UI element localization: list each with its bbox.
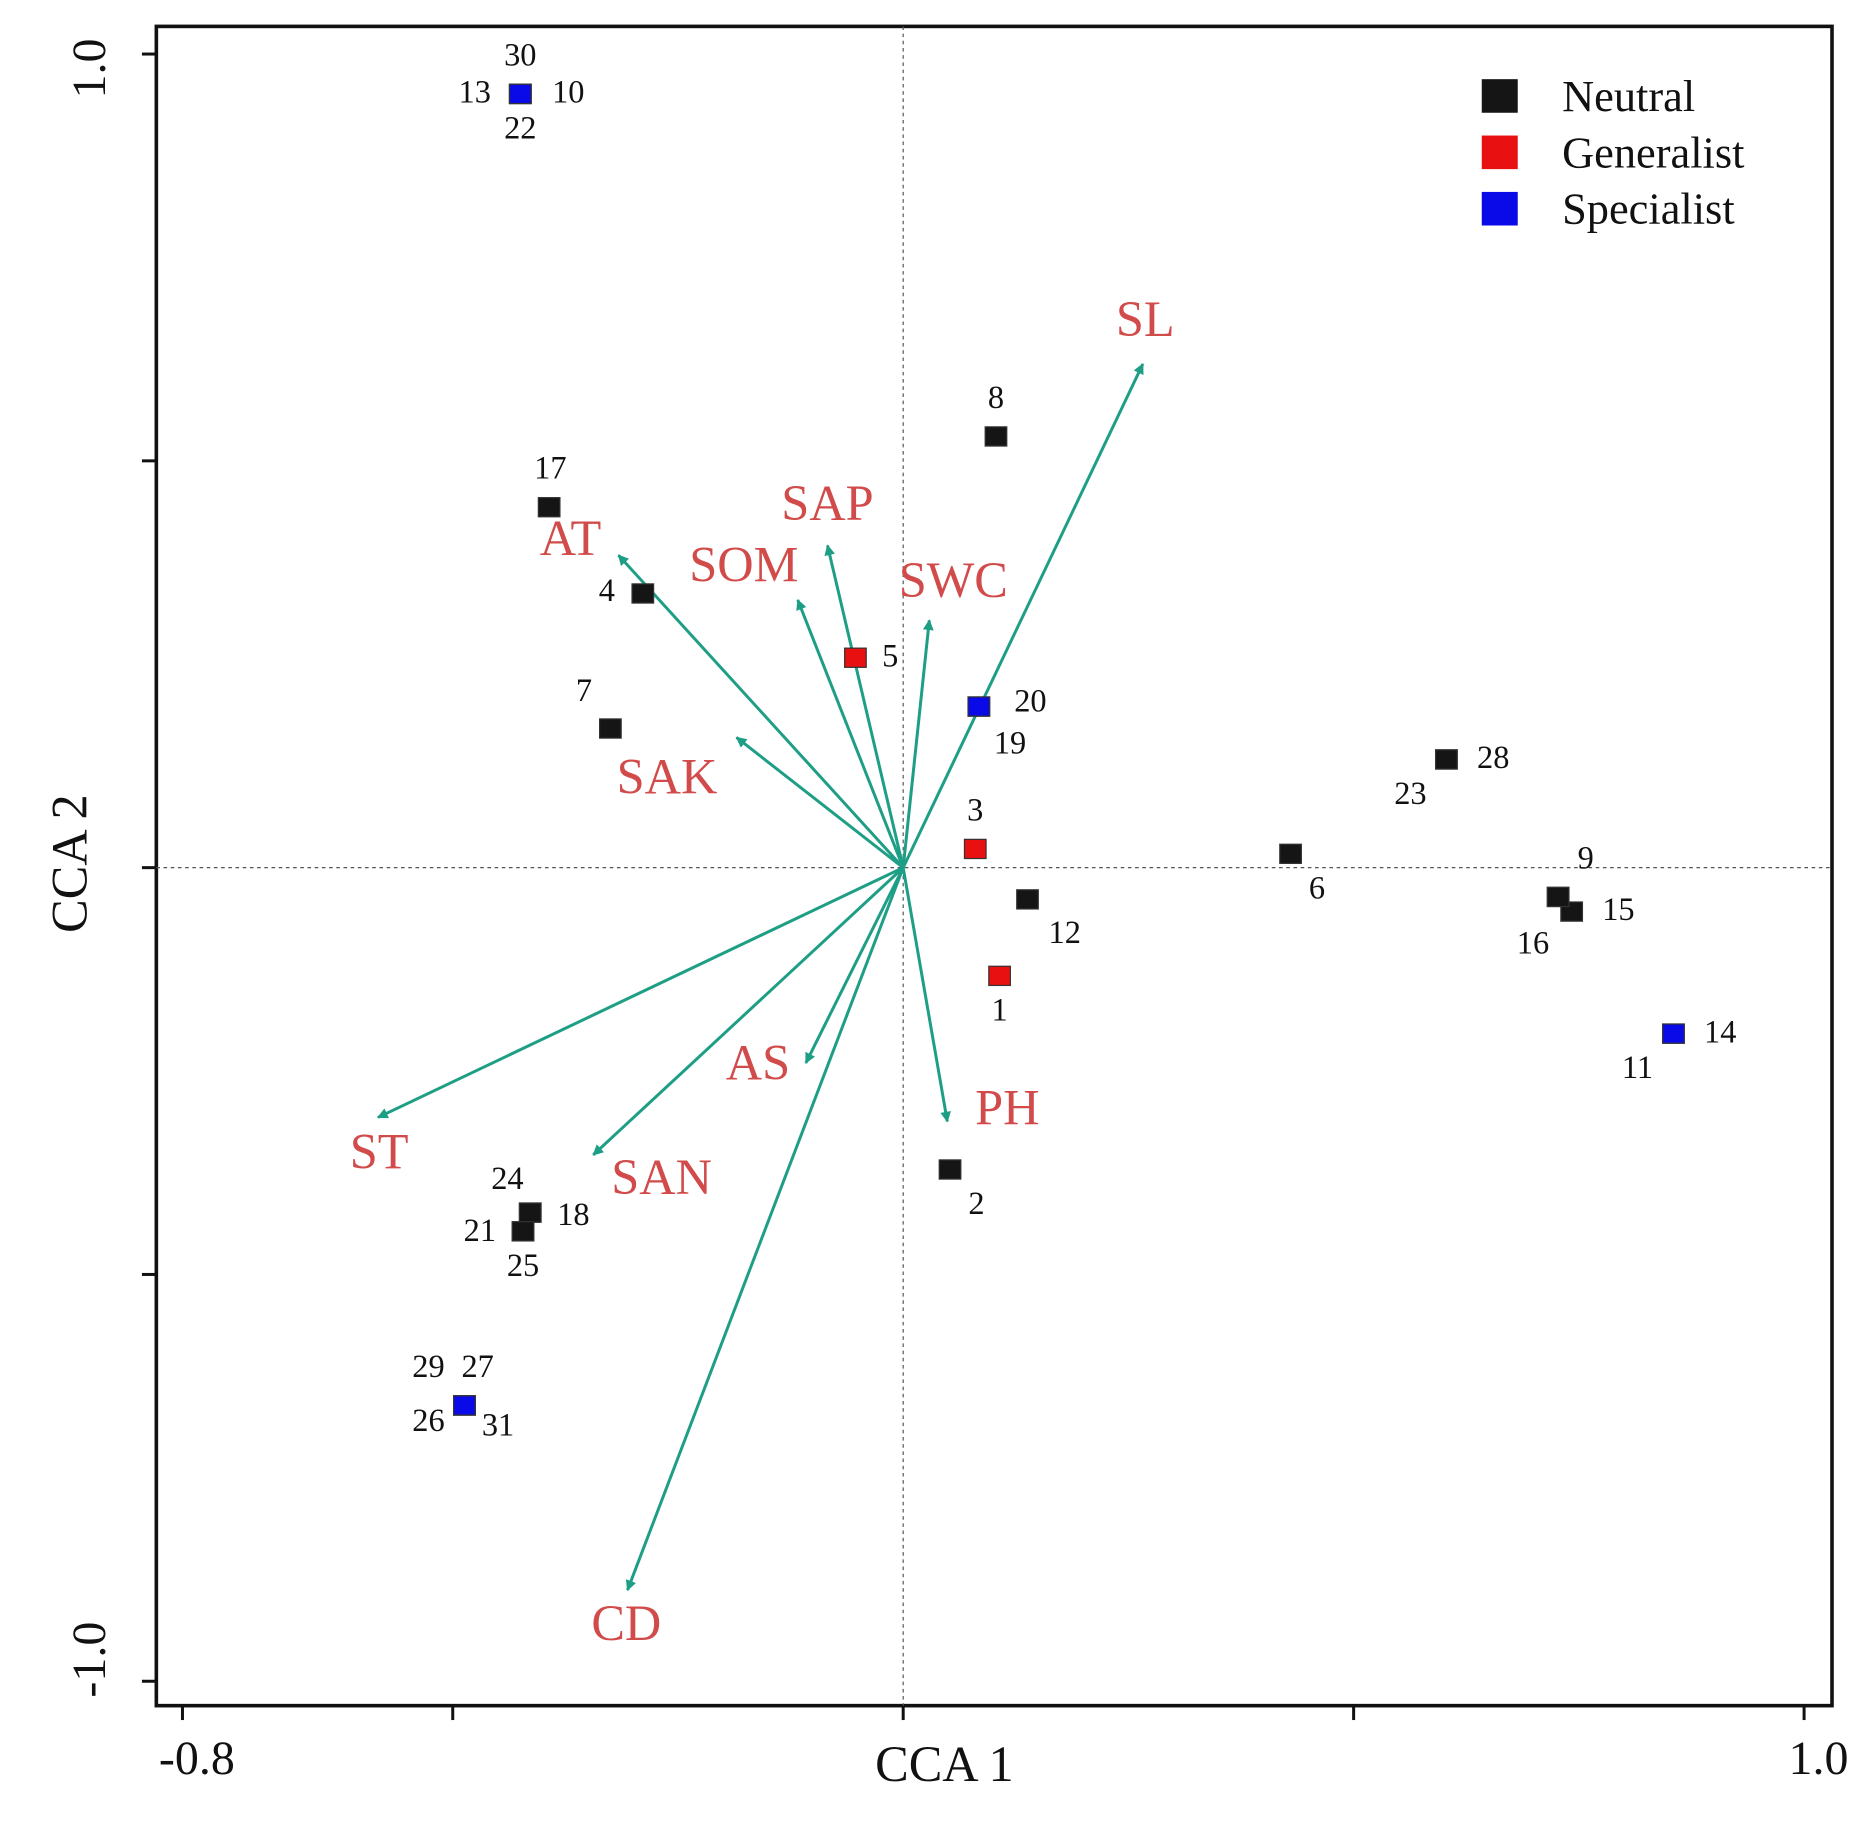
legend-label: Generalist — [1562, 127, 1745, 177]
biplot-arrow — [824, 544, 905, 868]
point — [844, 647, 867, 668]
point-label: 28 — [1477, 740, 1509, 776]
point-label: 18 — [557, 1197, 589, 1233]
biplot-arrow — [901, 867, 951, 1123]
arrow-label: AS — [726, 1034, 790, 1090]
arrow-label: SL — [1116, 291, 1175, 347]
point-label: 12 — [1049, 915, 1081, 951]
point-label: 23 — [1394, 776, 1426, 812]
y-axis-label: CCA 2 — [41, 794, 97, 933]
point-label: 26 — [412, 1403, 444, 1439]
arrow-label: ST — [350, 1124, 409, 1180]
legend-swatch — [1481, 79, 1518, 113]
point — [453, 1395, 476, 1416]
point-label: 15 — [1602, 892, 1634, 928]
arrow-label: SOM — [689, 537, 798, 593]
point-label: 16 — [1517, 926, 1549, 962]
point-label: 20 — [1014, 684, 1046, 720]
point — [967, 696, 991, 717]
point-label: 9 — [1578, 840, 1594, 876]
biplot-arrow — [617, 554, 905, 869]
point — [938, 1159, 962, 1180]
point-label: 10 — [552, 75, 584, 111]
arrow-label: SAK — [617, 748, 718, 804]
point-label: 19 — [994, 726, 1026, 762]
biplot-arrow — [376, 866, 904, 1119]
point-label: 17 — [534, 451, 566, 487]
point-label: 8 — [988, 380, 1004, 416]
arrow-label: AT — [540, 510, 602, 566]
point-label: 7 — [576, 673, 592, 709]
point-label: 4 — [599, 573, 615, 609]
point — [1546, 886, 1570, 908]
biplot-arrow — [735, 736, 905, 869]
point-label: 29 — [412, 1349, 444, 1385]
biplot-arrow — [901, 619, 934, 868]
x-tick-label: 1.0 — [1788, 1732, 1848, 1785]
point-label: 21 — [464, 1213, 496, 1249]
biplot-arrow — [796, 598, 905, 869]
y-tick-label: 1.0 — [63, 38, 116, 98]
point — [1279, 843, 1302, 865]
arrow-label: SAP — [781, 475, 873, 531]
point — [984, 426, 1008, 447]
point — [631, 583, 655, 604]
legend-swatch — [1481, 191, 1518, 226]
point — [511, 1221, 535, 1242]
biplot-arrow — [592, 866, 905, 1156]
point-label: 13 — [459, 75, 491, 111]
plot-frame — [154, 24, 1834, 1708]
point-label: 14 — [1704, 1014, 1736, 1050]
legend-swatch — [1481, 135, 1518, 170]
point-label: 22 — [504, 111, 536, 147]
point-label: 27 — [461, 1349, 493, 1385]
point-label: 31 — [482, 1408, 514, 1444]
arrow-label: SAN — [611, 1149, 712, 1205]
point — [988, 965, 1011, 987]
point-label: 30 — [504, 37, 536, 73]
point-label: 2 — [968, 1186, 984, 1222]
legend-label: Specialist — [1562, 184, 1735, 234]
point — [1435, 749, 1458, 770]
y-tick-label: -1.0 — [63, 1622, 116, 1698]
point-label: 24 — [491, 1161, 523, 1197]
point — [1016, 889, 1039, 910]
point-label: 5 — [882, 638, 898, 674]
point-label: 6 — [1309, 870, 1325, 906]
x-tick-label: -0.8 — [159, 1732, 235, 1785]
point — [1662, 1023, 1685, 1044]
x-axis-label: CCA 1 — [875, 1736, 1014, 1792]
legend-label: Neutral — [1562, 71, 1695, 121]
point — [598, 718, 622, 739]
point — [508, 83, 532, 105]
point — [518, 1202, 542, 1223]
biplot-arrow — [804, 866, 905, 1064]
arrow-label: PH — [975, 1080, 1039, 1136]
point-label: 11 — [1622, 1050, 1653, 1086]
biplot-arrow — [901, 363, 1145, 869]
point — [963, 838, 987, 860]
point-label: 3 — [967, 792, 983, 828]
point — [537, 497, 561, 518]
point-label: 1 — [991, 992, 1007, 1028]
arrow-label: CD — [591, 1595, 661, 1651]
biplot-arrow — [625, 867, 905, 1592]
arrow-label: SWC — [899, 552, 1008, 608]
point-label: 25 — [507, 1248, 539, 1284]
